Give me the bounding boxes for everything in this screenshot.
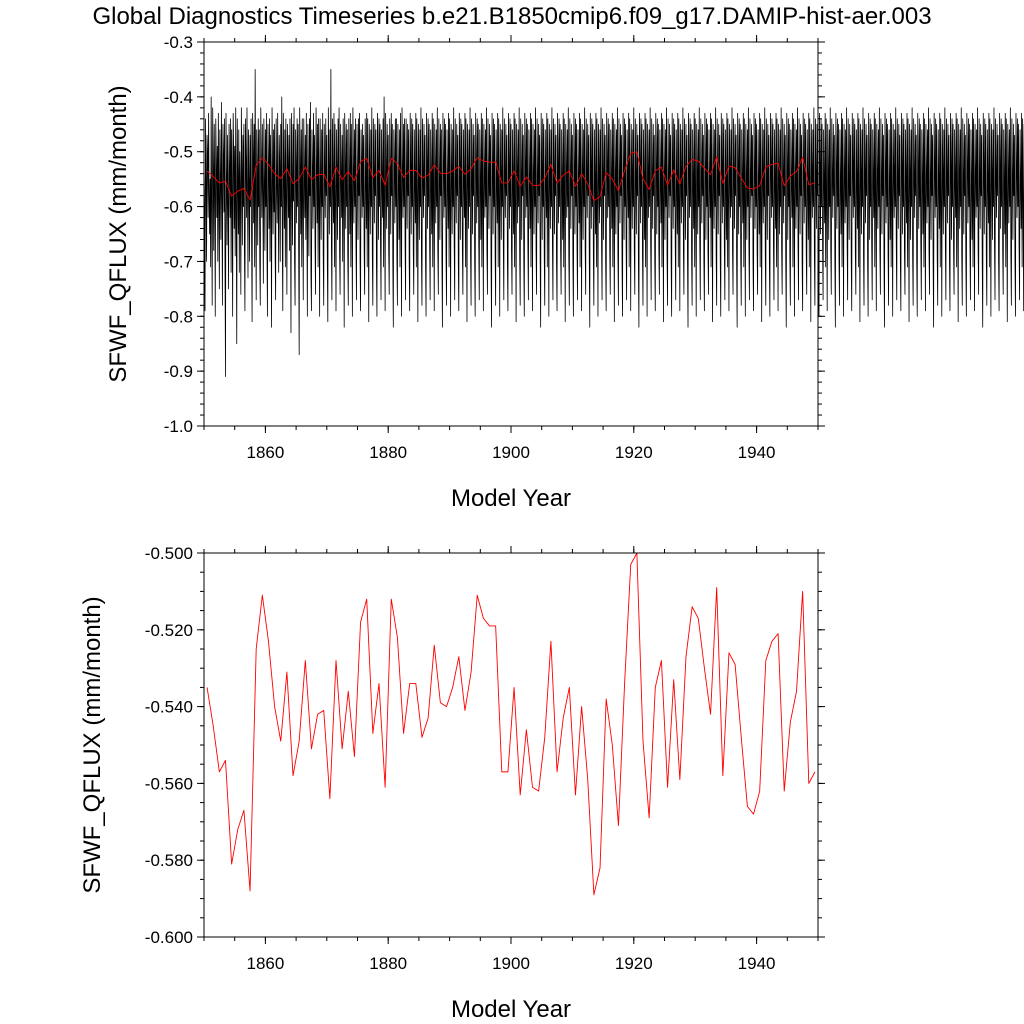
top-ticks-layer: -0.3 -0.4 -0.5 -0.6 -0.7 -0.8 -0.9 -1.0 1860 1880…	[164, 33, 825, 462]
bottom-plot-frame	[203, 552, 819, 938]
bottom-x-tick-label: 1880	[369, 954, 407, 973]
bottom-x-tick-label: 1920	[615, 954, 653, 973]
bottom-y-tick-label: -0.520	[145, 621, 193, 640]
top-x-tick-label: 1920	[615, 443, 653, 462]
bottom-x-tick-label: 1900	[492, 954, 530, 973]
bottom-y-axis-title: SFWF_QFLUX (mm/month)	[79, 596, 106, 893]
bottom-y-tick-label: -0.500	[145, 544, 193, 563]
bottom-y-tick-label: -0.540	[145, 698, 193, 717]
bottom-x-axis-title: Model Year	[451, 996, 571, 1023]
top-series-line-0	[203, 69, 1024, 378]
bottom-ticks-layer: -0.500 -0.520 -0.540 -0.560 -0.580 -0.600 1860…	[145, 544, 825, 973]
bottom-x-tick-label: 1940	[738, 954, 776, 973]
top-x-tick-label: 1940	[738, 443, 776, 462]
top-y-tick-label: -0.7	[164, 252, 193, 271]
top-x-axis-title: Model Year	[451, 485, 571, 512]
top-x-tick-label: 1880	[369, 443, 407, 462]
top-x-tick-label: 1860	[246, 443, 284, 462]
top-y-axis-title: SFWF_QFLUX (mm/month)	[105, 85, 132, 382]
top-panel: -0.3 -0.4 -0.5 -0.6 -0.7 -0.8 -0.9 -1.0 1860 1880…	[105, 33, 1024, 512]
bottom-series-layer	[206, 552, 816, 896]
bottom-y-tick-label: -0.600	[145, 928, 193, 947]
top-y-tick-label: -0.5	[164, 143, 193, 162]
bottom-series-line-0	[206, 552, 816, 896]
top-series-layer	[203, 69, 1024, 378]
bottom-x-tick-label: 1860	[246, 954, 284, 973]
top-y-tick-label: -0.3	[164, 33, 193, 52]
top-x-tick-label: 1900	[492, 443, 530, 462]
bottom-y-tick-label: -0.580	[145, 851, 193, 870]
bottom-panel: -0.500 -0.520 -0.540 -0.560 -0.580 -0.600 1860…	[79, 544, 825, 1023]
chart-title: Global Diagnostics Timeseries b.e21.B185…	[92, 3, 931, 30]
top-y-tick-label: -0.9	[164, 362, 193, 381]
bottom-y-tick-label: -0.560	[145, 774, 193, 793]
top-y-tick-label: -0.8	[164, 307, 193, 326]
top-y-tick-label: -0.6	[164, 198, 193, 217]
top-y-tick-label: -0.4	[164, 88, 193, 107]
top-y-tick-label: -1.0	[164, 417, 193, 436]
top-series-line-1	[206, 151, 816, 201]
top-plot-frame	[203, 41, 819, 427]
